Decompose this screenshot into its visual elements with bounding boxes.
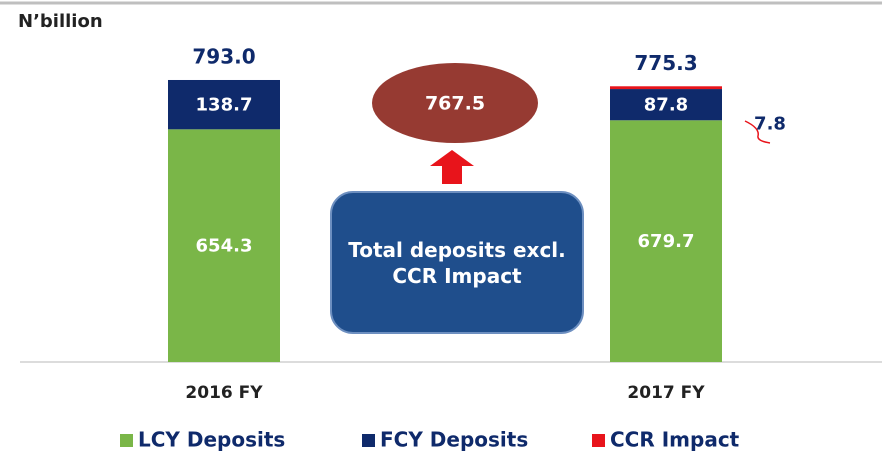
x-tick-label: 2017 FY [627, 383, 705, 403]
total-label: 793.0 [192, 44, 255, 68]
x-tick-label: 2016 FY [185, 383, 263, 403]
segment-label: 7.8 [754, 113, 786, 134]
segment-label: 654.3 [196, 236, 253, 257]
total-label: 775.3 [634, 51, 697, 75]
arrow [430, 150, 474, 184]
ccr-leader [744, 120, 771, 144]
segment-label: 87.8 [644, 95, 688, 116]
callout-value: 767.5 [425, 93, 485, 115]
bar-segment [610, 120, 722, 363]
legend-swatch [592, 434, 605, 447]
bar-segment [168, 79, 280, 130]
callout-text-box: Total deposits excl. CCR Impact [348, 237, 566, 288]
bar-segment [610, 86, 722, 90]
legend-swatch [362, 434, 375, 447]
legend-label: LCY Deposits [138, 428, 285, 452]
legend-label: CCR Impact [610, 428, 740, 452]
legend-label: FCY Deposits [380, 428, 528, 452]
bar-segment [168, 129, 280, 362]
segment-label: 138.7 [196, 95, 253, 116]
legend-swatch [120, 434, 133, 447]
callout-ellipse [372, 63, 538, 143]
bar-segment [610, 89, 722, 121]
segment-label: 679.7 [638, 231, 695, 252]
callout-label: Total deposits excl. CCR Impact [348, 237, 566, 288]
unit-label: N’billion [18, 11, 103, 32]
callout-box [330, 191, 584, 334]
